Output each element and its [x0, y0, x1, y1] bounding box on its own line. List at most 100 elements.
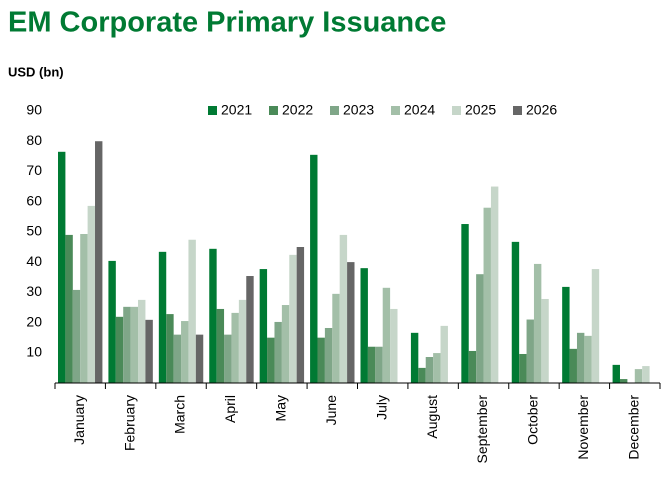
x-tick-label: November	[575, 395, 591, 460]
bar	[347, 262, 355, 383]
y-tick-label: 20	[26, 313, 42, 329]
bar	[526, 319, 534, 383]
x-tick-label: August	[424, 395, 440, 439]
bar	[216, 308, 225, 383]
x-tick-label: September	[474, 395, 490, 464]
bar	[158, 251, 167, 383]
x-tick-label: February	[121, 395, 137, 451]
bar	[317, 337, 325, 383]
bar	[231, 312, 239, 383]
legend-swatch	[330, 106, 339, 115]
bar	[324, 327, 333, 383]
bar	[619, 379, 628, 383]
bar	[468, 350, 477, 383]
bar	[332, 293, 340, 383]
bar	[281, 305, 290, 383]
y-tick-label: 90	[26, 102, 42, 118]
bar	[209, 248, 217, 383]
legend-label: 2021	[221, 102, 252, 118]
bar	[166, 314, 174, 383]
bar	[425, 357, 434, 383]
bar	[476, 274, 484, 383]
bar	[339, 234, 348, 383]
legend-label: 2023	[343, 102, 374, 118]
x-tick-label: January	[71, 395, 87, 445]
legend-swatch	[269, 106, 278, 115]
bar	[360, 268, 368, 383]
x-tick-label: April	[222, 395, 238, 423]
bar	[634, 369, 643, 383]
bar	[511, 241, 520, 383]
bar	[569, 348, 577, 383]
bar	[274, 321, 282, 383]
bar	[591, 269, 600, 383]
bar	[65, 234, 73, 383]
legend-label: 2024	[404, 102, 435, 118]
bar	[259, 269, 268, 383]
bar	[418, 367, 426, 383]
bar	[576, 332, 585, 383]
bar	[296, 247, 305, 383]
bar	[267, 337, 275, 383]
bar	[533, 263, 542, 383]
y-tick-label: 30	[26, 283, 42, 299]
bar	[173, 334, 182, 383]
bar	[195, 334, 204, 383]
legend-label: 2026	[526, 102, 557, 118]
x-tick-label: July	[373, 395, 389, 420]
bar	[138, 299, 146, 383]
bar	[390, 308, 398, 383]
bar	[115, 316, 124, 383]
bar	[433, 353, 441, 383]
bar	[440, 325, 448, 383]
bar	[562, 286, 570, 383]
y-tick-label: 50	[26, 223, 42, 239]
x-tick-label: October	[525, 395, 541, 445]
x-tick-label: June	[323, 395, 339, 426]
bar	[95, 141, 103, 383]
bar	[382, 287, 391, 383]
bar	[246, 276, 254, 383]
chart-title: EM Corporate Primary Issuance	[8, 7, 446, 39]
y-tick-label: 10	[26, 343, 42, 359]
bar	[224, 334, 232, 383]
bar	[519, 353, 527, 383]
x-tick-label: March	[172, 395, 188, 434]
bar	[375, 346, 383, 383]
bar	[584, 335, 592, 383]
legend-label: 2022	[282, 102, 313, 118]
bar	[238, 299, 247, 383]
bar	[181, 321, 189, 383]
bar	[541, 298, 549, 383]
legend-swatch	[208, 106, 217, 115]
bar	[123, 306, 131, 383]
y-axis-label: USD (bn)	[8, 64, 64, 79]
bar	[58, 151, 66, 383]
bar	[310, 154, 318, 383]
bar	[410, 332, 419, 383]
bar	[145, 319, 153, 383]
bar	[642, 366, 650, 383]
bar	[130, 306, 139, 383]
bar	[367, 346, 376, 383]
y-tick-label: 80	[26, 132, 42, 148]
bar	[461, 224, 469, 383]
bar	[483, 207, 491, 383]
bar	[490, 186, 499, 383]
bar	[289, 254, 297, 383]
y-tick-label: 40	[26, 253, 42, 269]
legend-label: 2025	[465, 102, 496, 118]
legend-swatch	[452, 106, 461, 115]
bar	[80, 234, 88, 383]
bar	[72, 289, 81, 383]
bar	[108, 260, 116, 383]
legend-swatch	[391, 106, 400, 115]
y-tick-label: 60	[26, 192, 42, 208]
bar	[87, 205, 96, 383]
x-tick-label: December	[625, 395, 641, 460]
x-tick-label: May	[273, 395, 289, 421]
bar	[188, 239, 196, 383]
legend-swatch	[513, 106, 522, 115]
bar	[612, 364, 620, 383]
